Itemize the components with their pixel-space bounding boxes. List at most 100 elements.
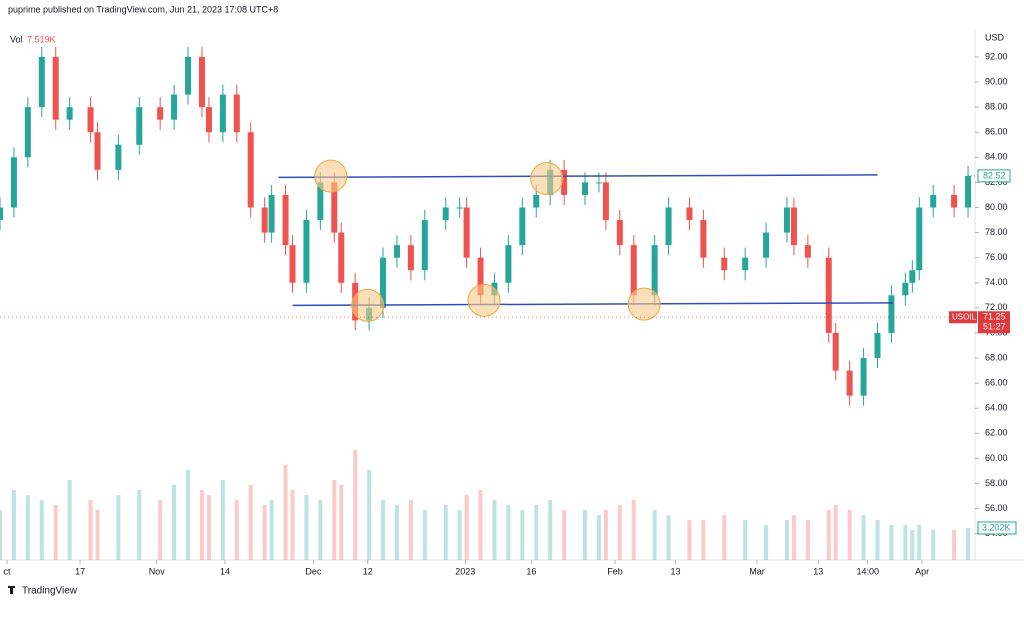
volume-title: Vol — [10, 34, 23, 44]
volume-bar — [199, 490, 204, 560]
x-tick-label: 14:00 — [856, 566, 879, 576]
volume-bar — [422, 510, 427, 560]
volume-bar — [408, 500, 413, 560]
countdown-label: 51:27 — [983, 322, 1006, 332]
candle-body — [477, 257, 484, 296]
candle-body — [87, 107, 94, 133]
y-tick-label: 88.00 — [985, 102, 1008, 112]
volume-bar — [367, 470, 372, 560]
candle-body — [790, 207, 797, 246]
volume-bar — [833, 505, 838, 560]
logo — [8, 586, 15, 594]
y-tick-label: 68.00 — [985, 352, 1008, 362]
volume-bar — [318, 500, 323, 560]
candle-body — [700, 220, 707, 258]
candle-body — [846, 370, 853, 396]
x-tick-label: 13 — [671, 566, 681, 576]
y-tick-label: 56.00 — [985, 503, 1008, 513]
volume-bar — [381, 500, 386, 560]
volume-bar — [137, 490, 142, 560]
candle-body — [0, 207, 3, 221]
candle-body — [442, 207, 449, 221]
volume-bar — [172, 485, 177, 560]
price-label: 71.25 — [983, 312, 1006, 322]
candle-body — [205, 107, 212, 133]
volume-bar — [861, 515, 866, 560]
volume-bar — [478, 490, 483, 560]
volume-bar — [917, 525, 922, 560]
candle-body — [463, 207, 470, 258]
y-tick-label: 64.00 — [985, 403, 1008, 413]
volume-bar — [596, 515, 601, 560]
volume-bar — [248, 485, 253, 560]
candle-body — [630, 245, 637, 296]
volume-bar — [966, 527, 971, 560]
candle-body — [742, 257, 749, 271]
candle-body — [233, 94, 240, 133]
volume-bar — [262, 505, 267, 560]
volume-bar — [25, 495, 30, 560]
y-tick-label: 66.00 — [985, 377, 1008, 387]
volume-bar — [701, 520, 706, 560]
volume-bar — [847, 510, 852, 560]
volume-bar — [889, 525, 894, 560]
volume-bar — [764, 525, 769, 560]
candle-body — [686, 207, 693, 221]
candle-body — [317, 182, 324, 221]
volume-bar — [339, 485, 344, 560]
candle-body — [338, 232, 345, 283]
volume-bar — [583, 510, 587, 560]
volume-bar — [548, 500, 553, 560]
candle-body — [505, 245, 512, 283]
footer: TradingView — [22, 586, 78, 597]
volume-bar — [743, 520, 748, 560]
candle-body — [582, 182, 588, 195]
y-tick-label: 92.00 — [985, 51, 1008, 61]
candle-body — [951, 194, 958, 208]
volume-bar — [603, 510, 608, 560]
candle-body — [595, 182, 602, 184]
volume-bar — [332, 480, 337, 560]
volume-bar — [534, 505, 539, 560]
price-box — [978, 311, 1010, 334]
highlight-circle — [530, 162, 564, 196]
volume-bar — [158, 500, 163, 560]
candle-body — [916, 207, 923, 271]
candle-body — [763, 232, 770, 258]
volume-bar — [826, 510, 831, 560]
volume-bar — [443, 505, 448, 560]
volume-bar — [186, 470, 191, 560]
x-tick-label: Feb — [607, 566, 623, 576]
volume-bar — [11, 490, 16, 560]
volume-bar — [562, 510, 567, 560]
volume-bar — [520, 510, 525, 560]
currency: USD — [985, 32, 1005, 42]
volume-bar — [394, 505, 399, 560]
candle-body — [533, 194, 540, 208]
y-tick-label: 72.00 — [985, 302, 1008, 312]
candle-body — [825, 257, 832, 333]
last-price-box — [977, 169, 1011, 183]
candle-body — [115, 144, 122, 170]
volume-bar — [464, 495, 469, 560]
x-tick-label: 17 — [75, 566, 85, 576]
x-tick-label: 12 — [363, 566, 373, 576]
volume-bar — [95, 510, 100, 560]
candle-body — [261, 207, 268, 233]
candle-body — [930, 194, 937, 208]
x-tick-label: 14 — [220, 566, 230, 576]
candle-body — [380, 257, 387, 308]
candle-body — [393, 245, 400, 258]
volume-bar — [784, 520, 789, 560]
volume-bar — [53, 505, 58, 560]
volume-bar — [290, 490, 295, 560]
candle-body — [909, 270, 916, 283]
candle-body — [171, 94, 178, 120]
candle-body — [282, 194, 289, 246]
y-tick-label: 78.00 — [985, 227, 1008, 237]
y-tick-label: 86.00 — [985, 127, 1008, 137]
volume-bar — [206, 495, 211, 560]
volume-bar — [506, 505, 511, 560]
volume-bar — [931, 530, 936, 560]
candle-body — [616, 220, 623, 246]
